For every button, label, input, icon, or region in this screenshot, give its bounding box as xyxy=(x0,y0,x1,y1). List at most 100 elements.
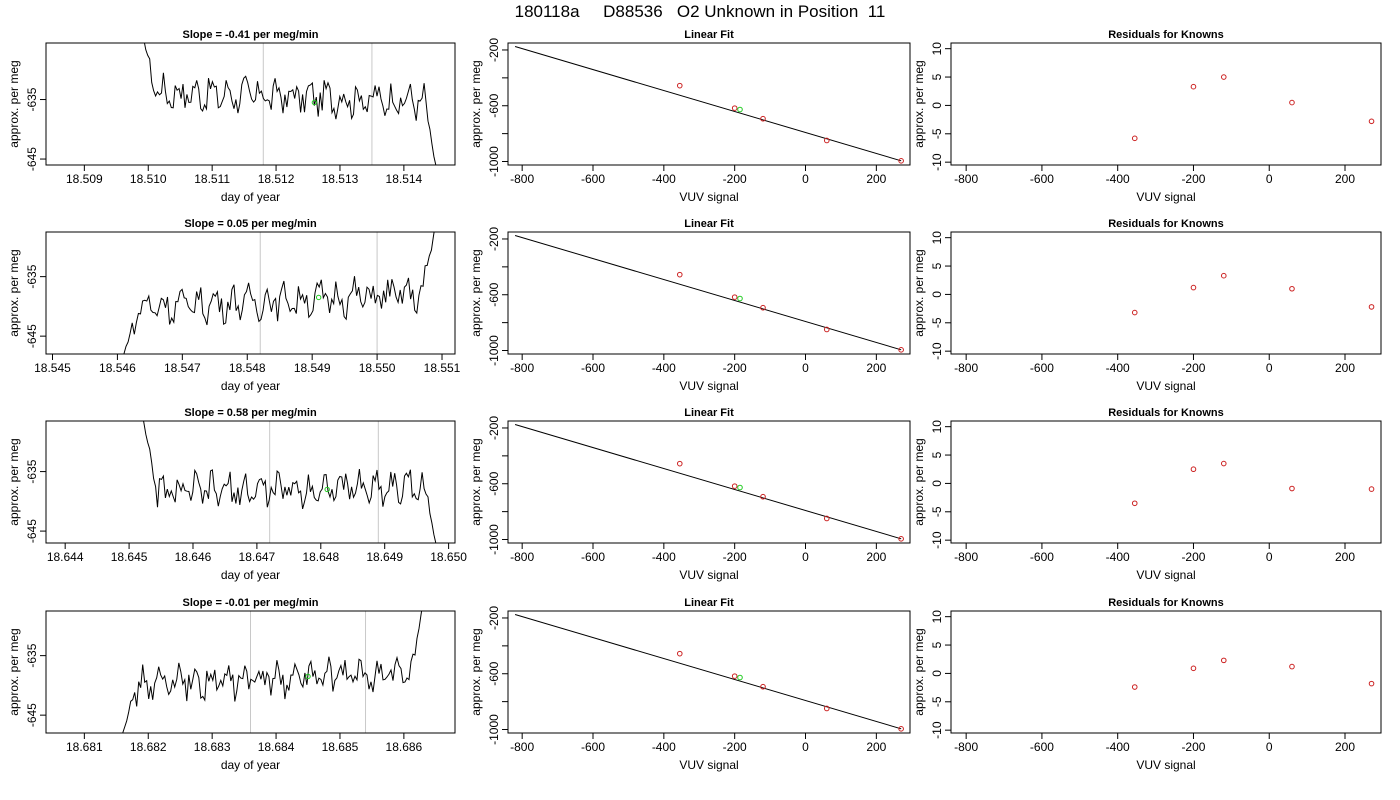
chart-panel-residuals-3: Residuals for Knowns -800 -600 -400 -200 0 200… xyxy=(912,597,1382,772)
y-axis-label: approx. per meg xyxy=(469,438,483,525)
y-tick-label: -635 xyxy=(25,87,39,111)
y-tick-label: 10 xyxy=(930,231,944,245)
x-tick-label: 18.510 xyxy=(130,172,167,186)
chart-title: Slope = 0.58 per meg/min xyxy=(184,407,317,419)
unknown-sample-point xyxy=(737,106,743,113)
residual-point xyxy=(1368,304,1375,310)
x-tick-label: 18.512 xyxy=(258,172,295,186)
x-tick-label: 0 xyxy=(1266,550,1273,564)
residual-point xyxy=(1368,486,1375,492)
chart-panel-linear_fit-2: Linear Fit -800 -600 -400 -200 0 200 -200 -600 -1… xyxy=(469,407,911,582)
x-tick-label: 18.685 xyxy=(322,740,359,754)
x-tick-label: 18.686 xyxy=(386,740,423,754)
chart-title: Slope = -0.41 per meg/min xyxy=(182,29,318,41)
y-tick-label: -645 xyxy=(25,703,39,727)
y-axis-label: approx. per meg xyxy=(469,60,483,147)
plot-frame xyxy=(45,231,456,355)
x-axis-label: VUV signal xyxy=(1136,758,1195,772)
y-tick-label: 0 xyxy=(930,480,944,487)
x-tick-label: 0 xyxy=(802,740,809,754)
residual-point xyxy=(1368,118,1375,125)
x-tick-label: 18.647 xyxy=(239,550,276,564)
x-axis-label: VUV signal xyxy=(679,758,738,772)
x-tick-label: -600 xyxy=(1030,550,1054,564)
unknown-marker-point xyxy=(324,486,330,493)
chart-title: Residuals for Knowns xyxy=(1108,597,1224,609)
known-standard-point xyxy=(760,683,766,690)
chart-panel-linear_fit-3: Linear Fit -800 -600 -400 -200 0 200 -200 -600 -1… xyxy=(469,597,911,772)
residual-point xyxy=(1220,272,1227,279)
x-tick-label: -400 xyxy=(652,550,676,564)
known-standard-point xyxy=(676,82,683,89)
chart-panel-residuals-1: Residuals for Knowns -800 -600 -400 -200 0 200… xyxy=(912,218,1382,393)
x-tick-label: -400 xyxy=(652,361,676,375)
y-tick-label: -645 xyxy=(25,519,39,543)
x-tick-label: 18.683 xyxy=(194,740,231,754)
known-standard-point xyxy=(760,493,766,500)
plot-frame xyxy=(45,42,456,166)
x-axis-label: VUV signal xyxy=(679,190,738,204)
plot-area xyxy=(123,232,435,354)
known-standard-point xyxy=(898,536,904,542)
y-axis-label: approx. per meg xyxy=(469,249,483,336)
known-standard-point xyxy=(731,294,738,300)
unknown-marker-point xyxy=(305,673,311,680)
chart-panel-timeseries-1: Slope = 0.05 per meg/min 18.545 18.546 18.5… xyxy=(7,218,461,393)
y-tick-label: -5 xyxy=(930,506,944,517)
x-tick-label: 0 xyxy=(802,550,809,564)
plot-frame xyxy=(950,610,1382,734)
fit-line xyxy=(514,424,902,540)
chart-title: Slope = 0.05 per meg/min xyxy=(184,218,317,230)
x-tick-label: 18.547 xyxy=(164,361,201,375)
y-tick-label: -200 xyxy=(487,416,501,440)
x-tick-label: 0 xyxy=(1266,361,1273,375)
plot-frame xyxy=(507,42,911,166)
y-tick-label: -645 xyxy=(25,147,39,171)
x-tick-label: 18.509 xyxy=(66,172,103,186)
known-standard-point xyxy=(676,271,683,278)
chart-panel-timeseries-3: Slope = -0.01 per meg/min 18.681 18.682 18.… xyxy=(7,597,456,772)
residual-point xyxy=(1190,284,1197,291)
y-tick-label: -1000 xyxy=(487,714,501,745)
chart-title: Residuals for Knowns xyxy=(1108,407,1224,419)
residual-point xyxy=(1131,135,1138,142)
x-axis-label: day of year xyxy=(221,379,280,393)
x-tick-label: 200 xyxy=(866,740,886,754)
y-tick-label: -200 xyxy=(487,38,501,62)
x-tick-label: -400 xyxy=(1106,550,1130,564)
known-standard-point xyxy=(731,483,738,489)
plot-area xyxy=(514,614,904,732)
chart-panel-residuals-0: Residuals for Knowns -800 -600 -400 -200 0 200… xyxy=(912,29,1382,204)
fit-line xyxy=(514,614,902,730)
known-standard-point xyxy=(760,304,766,311)
signal-trace-line xyxy=(122,611,423,733)
residual-point xyxy=(1220,74,1227,80)
x-tick-label: 18.511 xyxy=(194,172,230,186)
residual-point xyxy=(1289,485,1295,492)
chart-panel-linear_fit-0: Linear Fit -800 -600 -400 -200 0 200 -200 -600 -1… xyxy=(469,29,911,204)
y-tick-label: 5 xyxy=(930,451,944,458)
chart-panel-residuals-2: Residuals for Knowns -800 -600 -400 -200 0 200… xyxy=(912,407,1382,582)
x-tick-label: -200 xyxy=(723,361,747,375)
plot-frame xyxy=(950,420,1382,544)
known-standard-point xyxy=(823,705,830,712)
plot-frame xyxy=(950,42,1382,166)
x-axis-label: day of year xyxy=(221,568,280,582)
y-tick-label: 10 xyxy=(930,420,944,434)
x-tick-label: 18.513 xyxy=(322,172,359,186)
y-tick-label: 10 xyxy=(930,610,944,624)
chart-title: Residuals for Knowns xyxy=(1108,29,1224,41)
plot-frame xyxy=(507,420,911,544)
y-tick-label: -600 xyxy=(487,93,501,117)
x-tick-label: 18.548 xyxy=(229,361,266,375)
plot-frame xyxy=(45,610,456,734)
y-tick-label: -635 xyxy=(25,459,39,483)
x-tick-label: -600 xyxy=(581,550,605,564)
y-tick-label: -600 xyxy=(487,661,501,685)
x-tick-label: 0 xyxy=(1266,172,1273,186)
y-axis-label: approx. per meg xyxy=(7,60,21,147)
y-axis-label: approx. per meg xyxy=(912,628,926,715)
x-tick-label: 200 xyxy=(866,550,886,564)
x-axis-label: VUV signal xyxy=(1136,379,1195,393)
signal-trace-line xyxy=(143,43,437,165)
